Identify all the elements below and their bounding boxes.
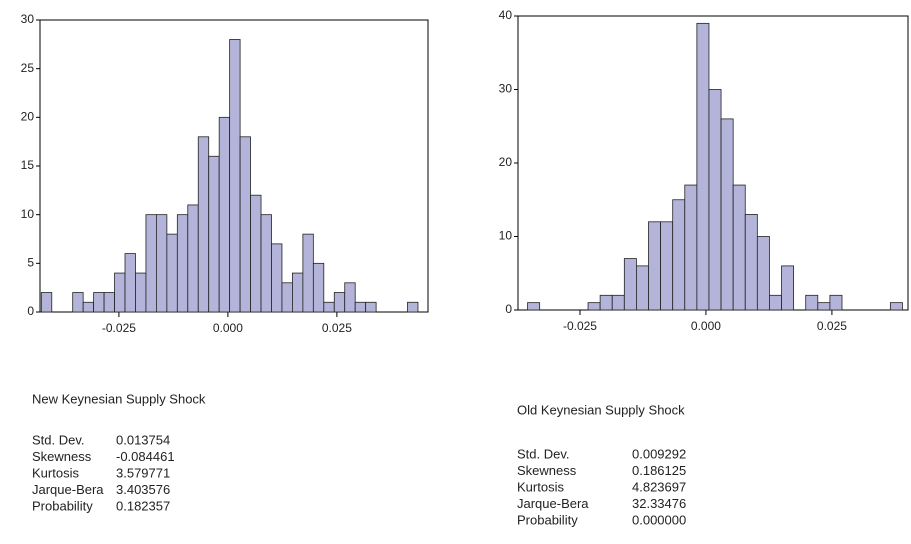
bar	[732, 184, 746, 311]
y-tick-label: 0	[27, 304, 34, 318]
stat-value: -0.084461	[116, 449, 175, 464]
bar	[333, 292, 346, 313]
stat-label: Std. Dev.	[32, 432, 85, 447]
stat-value: 0.009292	[632, 446, 686, 461]
y-tick-label: 30	[499, 82, 513, 96]
stat-label: Skewness	[32, 449, 92, 464]
stat-value: 0.186125	[632, 463, 686, 478]
bar	[648, 221, 661, 311]
bar	[636, 265, 649, 311]
bar	[684, 184, 698, 311]
bar	[720, 118, 734, 311]
stat-label: Skewness	[517, 463, 577, 478]
bar	[218, 116, 231, 313]
x-tick-label: -0.025	[563, 319, 597, 333]
stat-label: Jarque-Bera	[32, 482, 104, 497]
stat-value: 0.000000	[632, 512, 686, 527]
bar	[292, 272, 304, 313]
y-tick-label: 10	[21, 207, 35, 221]
bar	[312, 262, 325, 313]
y-tick-label: 5	[27, 256, 34, 270]
bar	[145, 214, 157, 313]
bar	[889, 302, 903, 311]
bar	[817, 302, 831, 311]
bar	[93, 292, 105, 313]
bar	[281, 282, 293, 313]
bar	[271, 243, 283, 313]
bar	[623, 258, 637, 311]
y-tick-label: 20	[21, 110, 35, 124]
stat-value: 3.403576	[116, 482, 170, 497]
bar	[114, 272, 126, 313]
bar	[660, 221, 674, 311]
x-tick-label: 0.000	[691, 319, 721, 333]
stat-label: Probability	[517, 512, 578, 527]
y-tick-label: 0	[505, 302, 512, 316]
stat-label: Jarque-Bera	[517, 496, 589, 511]
stat-label: Probability	[32, 498, 93, 513]
bar	[250, 194, 262, 313]
stat-value: 32.33476	[632, 496, 686, 511]
x-tick-label: 0.025	[322, 321, 352, 335]
bar	[229, 39, 241, 313]
bar	[829, 294, 843, 311]
y-tick-label: 15	[21, 158, 35, 172]
bar	[82, 301, 95, 313]
bar	[805, 294, 819, 311]
bar	[407, 301, 419, 313]
bar	[611, 294, 625, 311]
bar	[155, 214, 168, 313]
bar	[672, 199, 686, 311]
bar	[323, 301, 335, 313]
bar	[197, 136, 210, 313]
bar	[354, 301, 367, 313]
chart-title: Old Keynesian Supply Shock	[517, 402, 685, 417]
bar	[587, 302, 601, 311]
stat-value: 0.182357	[116, 498, 170, 513]
bar	[696, 22, 710, 311]
bar	[756, 236, 770, 311]
bar	[40, 292, 53, 313]
bar	[176, 214, 189, 313]
stat-value: 0.013754	[116, 432, 170, 447]
x-tick-label: 0.000	[213, 321, 243, 335]
bar	[781, 265, 795, 311]
stat-value: 4.823697	[632, 479, 686, 494]
y-tick-label: 20	[499, 155, 513, 169]
chart-title: New Keynesian Supply Shock	[32, 391, 206, 406]
bar	[72, 292, 84, 313]
bar	[135, 272, 147, 313]
stat-label: Kurtosis	[32, 465, 79, 480]
y-tick-label: 30	[21, 12, 35, 26]
y-tick-label: 40	[499, 8, 513, 22]
stat-value: 3.579771	[116, 465, 170, 480]
bar	[166, 233, 178, 313]
bar	[527, 302, 541, 311]
x-tick-label: -0.025	[102, 321, 136, 335]
bar	[302, 233, 314, 313]
stat-label: Kurtosis	[517, 479, 564, 494]
bar	[708, 89, 722, 311]
x-tick-label: 0.025	[817, 319, 847, 333]
bar	[239, 136, 251, 313]
bar	[124, 253, 136, 313]
y-tick-label: 25	[21, 61, 35, 75]
bar	[187, 204, 199, 313]
bar	[769, 294, 782, 311]
bar	[344, 282, 356, 313]
bar	[103, 292, 115, 313]
stat-label: Std. Dev.	[517, 446, 570, 461]
bar	[744, 214, 758, 311]
bar	[365, 301, 377, 313]
bar	[208, 155, 220, 313]
bar	[260, 214, 272, 313]
bar	[599, 294, 613, 311]
y-tick-label: 10	[499, 229, 513, 243]
